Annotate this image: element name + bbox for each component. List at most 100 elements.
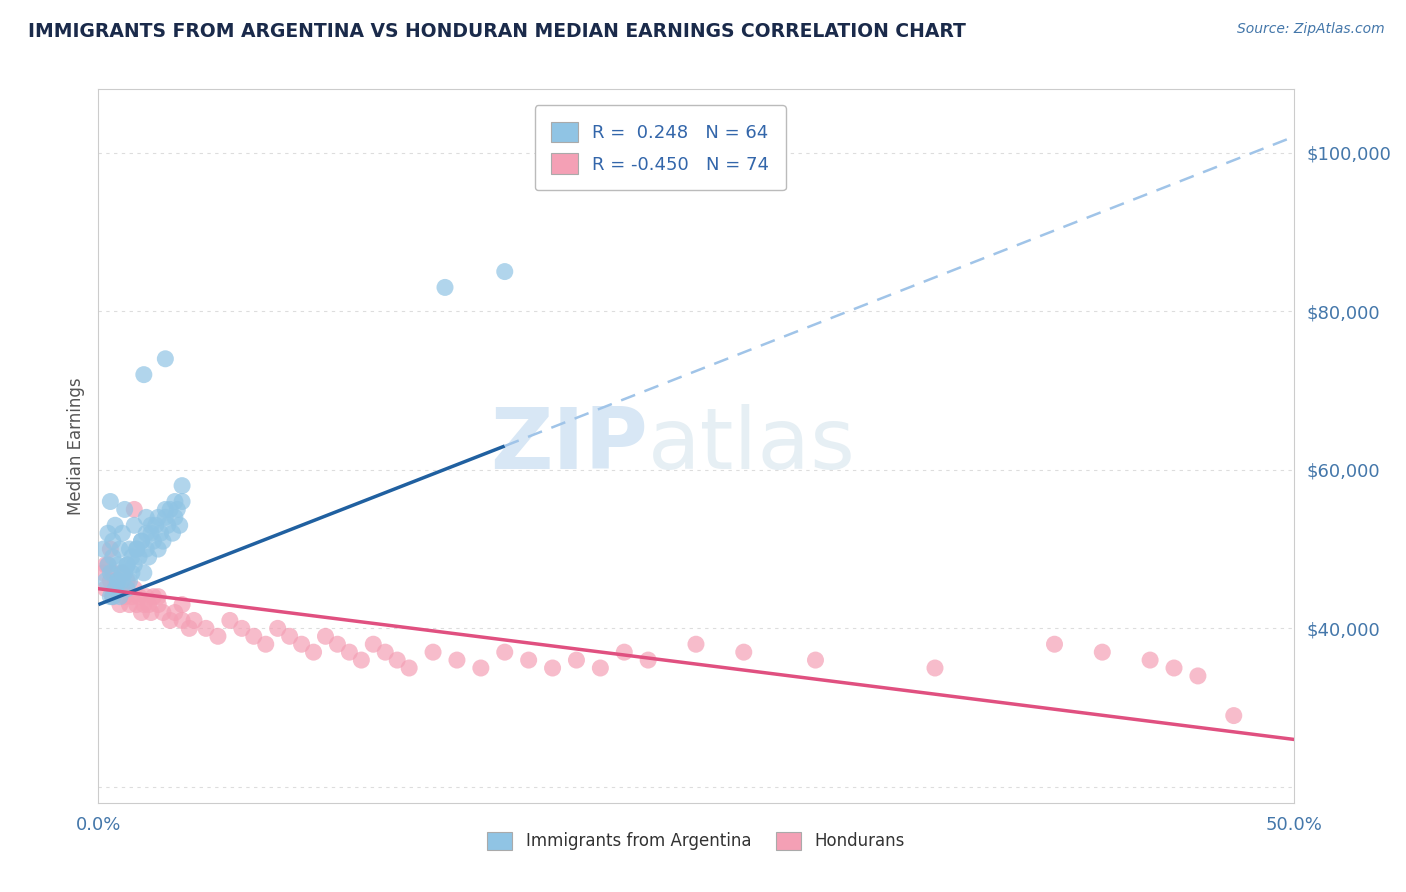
Point — [135, 526, 157, 541]
Point — [118, 598, 141, 612]
Point — [111, 582, 134, 596]
Point — [172, 598, 194, 612]
Point — [172, 494, 194, 508]
Point — [91, 542, 114, 557]
Point — [733, 645, 755, 659]
Point — [470, 661, 492, 675]
Point — [125, 542, 148, 557]
Point — [243, 629, 266, 643]
Point — [98, 542, 122, 557]
Point — [163, 606, 186, 620]
Point — [1187, 669, 1209, 683]
Point — [128, 549, 150, 564]
Point — [155, 502, 177, 516]
Point — [108, 598, 131, 612]
Point — [637, 653, 659, 667]
Point — [128, 590, 150, 604]
Point — [101, 566, 124, 580]
Point — [148, 598, 170, 612]
Point — [115, 558, 138, 572]
Point — [111, 574, 134, 588]
Point — [132, 598, 155, 612]
Point — [149, 526, 172, 541]
Point — [1043, 637, 1066, 651]
Point — [565, 653, 588, 667]
Point — [101, 534, 124, 549]
Point — [302, 645, 325, 659]
Point — [172, 478, 194, 492]
Point — [98, 574, 122, 588]
Point — [385, 653, 409, 667]
Point — [125, 598, 148, 612]
Point — [163, 494, 186, 508]
Point — [159, 502, 181, 516]
Point — [138, 549, 160, 564]
Point — [114, 502, 136, 516]
Point — [124, 558, 146, 572]
Point — [152, 606, 174, 620]
Point — [97, 558, 120, 572]
Point — [326, 637, 349, 651]
Point — [142, 590, 165, 604]
Point — [183, 614, 205, 628]
Point — [142, 534, 165, 549]
Point — [124, 502, 146, 516]
Point — [1163, 661, 1185, 675]
Text: IMMIGRANTS FROM ARGENTINA VS HONDURAN MEDIAN EARNINGS CORRELATION CHART: IMMIGRANTS FROM ARGENTINA VS HONDURAN ME… — [28, 22, 966, 41]
Point — [131, 534, 153, 549]
Point — [924, 661, 946, 675]
Point — [108, 590, 131, 604]
Point — [254, 637, 277, 651]
Point — [155, 510, 177, 524]
Point — [589, 661, 612, 675]
Point — [494, 264, 516, 278]
Point — [97, 558, 120, 572]
Point — [121, 549, 143, 564]
Point — [135, 590, 157, 604]
Point — [111, 526, 134, 541]
Point — [98, 566, 122, 580]
Point — [1139, 653, 1161, 667]
Point — [155, 351, 177, 366]
Point — [207, 629, 229, 643]
Point — [115, 558, 138, 572]
Point — [162, 526, 184, 541]
Point — [148, 542, 170, 557]
Point — [131, 606, 153, 620]
Point — [156, 518, 179, 533]
Point — [613, 645, 636, 659]
Point — [101, 590, 124, 604]
Point — [291, 637, 314, 651]
Point — [115, 574, 138, 588]
Point — [108, 542, 131, 557]
Point — [132, 368, 155, 382]
Point — [278, 629, 301, 643]
Point — [101, 590, 124, 604]
Point — [97, 526, 120, 541]
Point — [98, 494, 122, 508]
Point — [517, 653, 540, 667]
Point — [107, 574, 129, 588]
Point — [152, 534, 174, 549]
Point — [339, 645, 361, 659]
Point — [114, 566, 136, 580]
Point — [804, 653, 827, 667]
Point — [422, 645, 444, 659]
Point — [107, 574, 129, 588]
Point — [124, 582, 146, 596]
Point — [1223, 708, 1246, 723]
Point — [494, 645, 516, 659]
Point — [434, 280, 457, 294]
Point — [195, 621, 218, 635]
Point — [446, 653, 468, 667]
Point — [231, 621, 253, 635]
Point — [124, 518, 146, 533]
Point — [350, 653, 373, 667]
Point — [111, 566, 134, 580]
Point — [315, 629, 337, 643]
Point — [267, 621, 290, 635]
Point — [163, 510, 186, 524]
Point — [94, 574, 117, 588]
Point — [104, 574, 127, 588]
Point — [107, 582, 129, 596]
